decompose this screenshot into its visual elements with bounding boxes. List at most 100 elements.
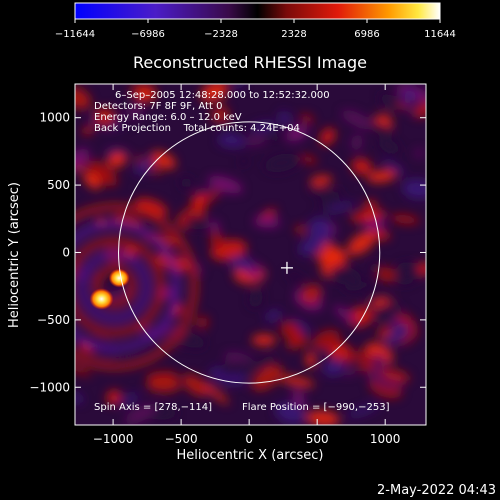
image-blotch <box>117 393 140 406</box>
colorbar-tick-label: 2328 <box>281 29 306 40</box>
x-axis-label: Heliocentric X (arcsec) <box>177 448 324 463</box>
image-blotch <box>367 169 397 183</box>
image-blotch <box>327 342 352 361</box>
image-blotch <box>292 389 305 408</box>
image-blotch <box>251 121 278 132</box>
colorbar-tick-label: 11644 <box>424 29 456 40</box>
image-blotch <box>218 359 256 376</box>
info-detectors: Detectors: 7F 8F 9F, Att 0 <box>94 101 222 112</box>
y-axis: 1000 500 0 −500 −1000 <box>29 111 426 394</box>
image-blotch <box>418 91 426 103</box>
image-blotch <box>146 376 182 393</box>
colorbar-tick-label: 6986 <box>354 29 379 40</box>
image-blotch <box>229 255 254 271</box>
image-blotch <box>305 351 316 369</box>
image-blotch <box>300 113 314 124</box>
y-tick-label: −1000 <box>29 380 70 394</box>
image-blotch <box>86 173 100 190</box>
image-blotch <box>377 139 401 154</box>
image-blotch <box>75 86 91 110</box>
image-blotch <box>255 355 275 371</box>
image-blotch <box>203 383 229 405</box>
image-blotch <box>119 94 140 110</box>
image-blotch <box>350 357 362 370</box>
flare-position-text: Flare Position = [−990,−253] <box>242 402 390 413</box>
image-blotch <box>180 177 193 189</box>
spin-axis-marker <box>280 261 293 274</box>
colorbar-tick-label: −6986 <box>131 29 165 40</box>
ring-artifact <box>75 203 198 371</box>
image-blotch <box>274 402 306 424</box>
ring-artifact <box>92 265 136 309</box>
image-blotch <box>208 221 220 231</box>
image-blotch <box>402 179 426 199</box>
image-blotch <box>106 389 121 405</box>
y-tick-label: 0 <box>62 245 70 259</box>
solar-limb-circle <box>118 121 381 384</box>
colorbar-tick-label: −11644 <box>55 29 95 40</box>
ring-artifact <box>78 251 150 323</box>
image-blotch <box>284 321 300 339</box>
image-blotch <box>350 209 386 223</box>
image-blotch <box>373 302 402 322</box>
x-tick-label: 1000 <box>370 432 401 446</box>
image-blotch <box>370 354 387 369</box>
image-blotch <box>245 135 267 146</box>
image-blotch <box>389 214 420 225</box>
colorbar-ticks: −11644 −6986 −2328 2328 6986 11644 <box>55 19 456 40</box>
image-blotch <box>134 158 155 175</box>
image-blotch <box>363 199 377 210</box>
ring-artifact <box>75 237 164 337</box>
image-blotch <box>249 289 263 308</box>
image-blotch <box>82 125 94 135</box>
x-tick-label: 500 <box>306 432 329 446</box>
image-blotch <box>295 225 306 235</box>
image-blotch <box>323 358 345 376</box>
image-blotch <box>298 231 332 256</box>
y-tick-label: −500 <box>37 313 70 327</box>
image-blotch <box>75 148 90 170</box>
image-blotch <box>368 262 380 273</box>
info-method-counts: Back Projection Total counts: 4.24E+04 <box>94 123 300 134</box>
info-energy-range: Energy Range: 6.0 – 12.0 keV <box>94 112 242 123</box>
bright-source <box>108 268 130 288</box>
image-blotch <box>208 175 243 194</box>
image-blotch <box>382 159 406 175</box>
image-blotch <box>182 373 209 397</box>
image-blotch <box>267 134 284 144</box>
image-blotch <box>124 404 157 425</box>
image-blotch <box>414 148 425 158</box>
image-blotch <box>93 107 116 127</box>
image-blotch <box>138 88 153 102</box>
image-blotch <box>253 215 281 228</box>
y-tick-label: 500 <box>47 178 70 192</box>
x-axis: −1000 −500 0 500 1000 <box>93 84 401 446</box>
image-blotch <box>150 151 176 169</box>
y-axis-label: Heliocentric Y (arcsec) <box>7 182 22 328</box>
image-blotch <box>370 230 391 240</box>
image-blotch <box>175 332 206 349</box>
image-blotch <box>319 127 336 146</box>
image-blotch <box>347 231 376 256</box>
image-blotch <box>185 216 210 230</box>
image-blotch <box>329 266 362 286</box>
spin-axis-text: Spin Axis = [278,−114] <box>94 402 212 413</box>
image-blotch <box>397 314 412 326</box>
image-blotch <box>238 157 249 166</box>
image-blotch <box>264 153 300 173</box>
image-blotch <box>191 193 208 210</box>
plot-frame <box>74 83 427 426</box>
image-blotch <box>301 284 322 304</box>
image-blotch <box>200 84 229 102</box>
image-blotch <box>377 326 393 339</box>
x-tick-label: −500 <box>165 432 198 446</box>
image-blotch <box>346 404 380 417</box>
image-blotch <box>265 310 282 322</box>
image-blotch <box>350 134 363 151</box>
image-blotch <box>196 316 209 329</box>
image-blotch <box>371 122 393 136</box>
image-blotch <box>213 118 243 138</box>
image-blotch <box>401 88 417 106</box>
colorbar <box>74 2 441 20</box>
